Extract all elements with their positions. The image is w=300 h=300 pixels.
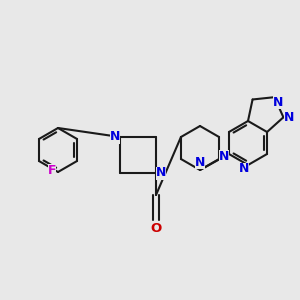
Text: N: N [219, 149, 229, 163]
Text: N: N [239, 163, 249, 176]
Text: N: N [273, 96, 284, 109]
Text: N: N [156, 167, 166, 179]
Text: N: N [284, 111, 295, 124]
Text: F: F [48, 164, 56, 176]
Text: N: N [110, 130, 120, 143]
Text: O: O [150, 221, 162, 235]
Text: N: N [195, 155, 205, 169]
